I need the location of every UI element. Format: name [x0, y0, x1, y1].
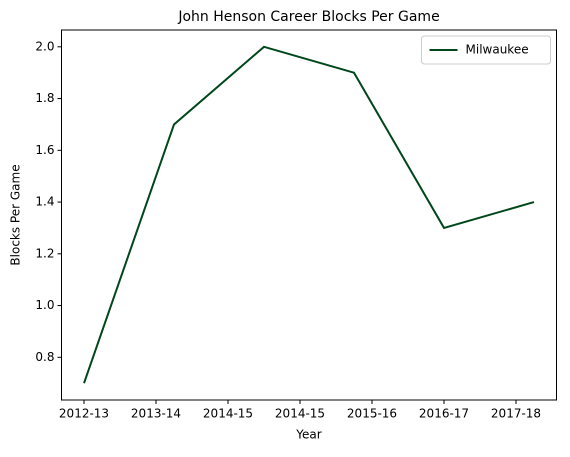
- y-tick-label: 1.8: [35, 91, 54, 105]
- x-tick-label: 2016-17: [419, 407, 469, 421]
- y-tick-label: 0.8: [35, 350, 54, 364]
- y-tick-label: 1.4: [35, 195, 54, 209]
- y-axis-label: Blocks Per Game: [9, 164, 23, 265]
- x-tick-label: 2014-15: [203, 407, 253, 421]
- plot-frame: [61, 29, 557, 401]
- legend-label: Milwaukee: [466, 43, 529, 57]
- line-series: [83, 45, 535, 384]
- y-tick-label: 1.6: [35, 143, 54, 157]
- x-tick-label: 2014-15: [275, 407, 325, 421]
- x-tick-label: 2013-14: [131, 407, 181, 421]
- y-tick-label: 1.2: [35, 246, 54, 260]
- x-tick-label: 2012-13: [59, 407, 109, 421]
- x-tick-label: 2015-16: [347, 407, 397, 421]
- y-tick-label: 2.0: [35, 39, 54, 53]
- legend-box: [421, 35, 551, 65]
- y-tick-label: 1.0: [35, 298, 54, 312]
- chart-title: John Henson Career Blocks Per Game: [177, 9, 439, 25]
- x-axis-label: Year: [295, 428, 321, 442]
- x-tick-label: 2017-18: [491, 407, 541, 421]
